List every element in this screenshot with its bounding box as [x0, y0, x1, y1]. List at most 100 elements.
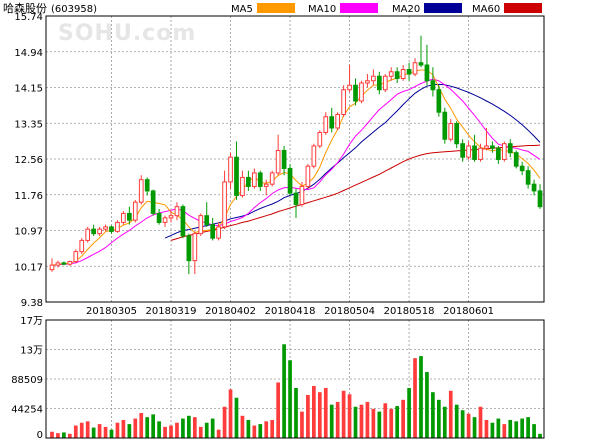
candle [382, 74, 388, 92]
candle [251, 168, 257, 189]
candle [478, 143, 483, 162]
candle-body-down [418, 62, 424, 66]
candle-body-down [144, 179, 150, 192]
candle [121, 211, 126, 225]
candle-body-up [55, 262, 61, 266]
candle [341, 85, 346, 117]
volume-bar [300, 411, 304, 438]
candle [168, 211, 174, 223]
candle [49, 258, 55, 272]
candle-body-up [335, 113, 341, 129]
volume-bar [151, 414, 156, 438]
volume-bar [538, 433, 542, 438]
price-y-tick-label: 13.35 [14, 119, 43, 130]
candle-body-up [412, 62, 418, 75]
candle-body-up [299, 185, 305, 205]
volume-bar [371, 408, 376, 438]
candle-body-down [537, 190, 543, 208]
legend-item-ma5: MA5 [231, 3, 295, 15]
candle [406, 62, 412, 81]
candle [198, 213, 204, 236]
volume-bar [341, 390, 346, 438]
candle-body-up [115, 221, 120, 232]
candle-body-up [466, 145, 471, 158]
candle [293, 188, 299, 218]
candle [454, 121, 460, 149]
candle-body-up [216, 226, 221, 239]
volume-bar [425, 372, 429, 438]
candle [394, 67, 400, 84]
candle-body-down [329, 116, 335, 129]
candle-body-up [269, 172, 275, 185]
candle [537, 184, 543, 209]
volume-bar [323, 388, 328, 438]
candle-body-up [311, 145, 317, 167]
candle-body-down [180, 206, 186, 237]
candle [531, 179, 537, 196]
x-tick-label: 20180601 [443, 306, 494, 317]
volume-bar [91, 427, 96, 438]
volume-bar [294, 388, 298, 438]
candle [287, 163, 293, 196]
volume-bar [62, 432, 66, 438]
candle [132, 199, 138, 223]
candle-body-up [400, 69, 406, 80]
volume-bar [97, 424, 102, 438]
volume-bar [181, 418, 185, 438]
legend-swatch [424, 3, 462, 13]
candle-body-down [210, 224, 216, 239]
volume-bar [419, 356, 423, 438]
candle [436, 85, 442, 117]
candle [144, 177, 150, 196]
candle-body-up [275, 149, 281, 174]
candle-body-down [287, 167, 293, 194]
volume-y-tick-label: 13万 [20, 346, 43, 357]
candle-body-down [204, 215, 210, 226]
volume-bar [508, 419, 513, 438]
candle-body-up [388, 71, 394, 77]
candle [281, 145, 287, 176]
candle [329, 107, 335, 133]
candle [359, 80, 364, 104]
volume-bar [442, 406, 447, 438]
volume-bar [359, 404, 364, 438]
candle [472, 134, 477, 162]
candle [246, 170, 251, 191]
legend-swatch [340, 3, 378, 13]
volume-bar [103, 426, 108, 438]
volume-bar [329, 404, 334, 438]
legend-swatch [257, 3, 295, 13]
candle [335, 112, 341, 131]
candle-body-down [442, 111, 448, 140]
volume-bar [520, 418, 525, 438]
candle [85, 226, 91, 243]
legend-label: MA60 [472, 4, 500, 15]
candle-body-down [472, 145, 477, 160]
price-panel: 15.74 14.94 14.15 13.35 12.56 11.76 10.97 10.17… [14, 12, 545, 309]
candle [210, 217, 216, 241]
volume-bar [210, 418, 215, 438]
candle-body-up [478, 147, 483, 160]
x-tick-label: 20180504 [324, 306, 375, 317]
candle [347, 65, 352, 92]
volume-bar [163, 426, 167, 438]
volume-bar [157, 421, 161, 438]
candle [97, 226, 102, 236]
volume-bar [335, 401, 340, 438]
candle [91, 224, 96, 236]
volume-bar [276, 382, 280, 438]
candle-body-up [97, 228, 102, 235]
price-y-tick-label: 12.56 [14, 155, 43, 166]
volume-bar [198, 426, 203, 438]
candle [466, 141, 471, 160]
candle-body-down [519, 165, 525, 172]
candle-body-up [251, 172, 257, 187]
volume-bar [389, 408, 394, 438]
candle [55, 260, 61, 268]
volume-y-tick-label: 17万 [20, 316, 43, 327]
candle-body-up [103, 226, 108, 230]
volume-bar [222, 406, 227, 438]
candle-body-down [91, 228, 96, 235]
